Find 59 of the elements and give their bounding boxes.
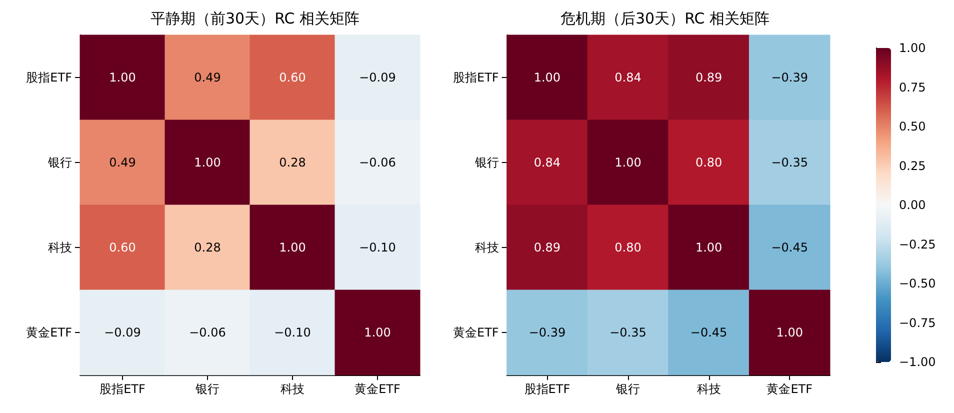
data-label: −0.09 xyxy=(359,70,396,84)
data-label: −0.45 xyxy=(690,326,728,340)
data-label: −0.10 xyxy=(359,240,396,254)
y-tick-label: 股指ETF xyxy=(452,70,499,84)
data-label: 1.00 xyxy=(364,326,391,340)
color-bar-label: −0.75 xyxy=(899,316,936,330)
data-label: 1.00 xyxy=(776,326,803,340)
data-label: 0.89 xyxy=(695,70,722,84)
data-label: 0.84 xyxy=(534,156,561,170)
data-label: 0.84 xyxy=(614,70,642,84)
data-label: −0.39 xyxy=(771,70,808,84)
x-tick-label: 银行 xyxy=(194,382,220,396)
color-bar-label: −1.00 xyxy=(899,355,936,369)
data-label: −0.39 xyxy=(528,326,566,340)
color-bar-label: 0.50 xyxy=(899,120,926,134)
data-label: 0.28 xyxy=(194,240,221,254)
y-tick-label: 银行 xyxy=(47,156,72,170)
x-tick-label: 黄金ETF xyxy=(766,382,813,396)
data-label: 0.49 xyxy=(109,156,136,170)
y-tick-label: 银行 xyxy=(474,156,499,170)
x-tick-label: 科技 xyxy=(280,382,304,396)
y-tick-label: 黄金ETF xyxy=(452,326,499,340)
data-label: −0.35 xyxy=(771,156,808,170)
x-tick-label: 银行 xyxy=(615,382,640,396)
data-label: −0.06 xyxy=(359,156,396,170)
chart-title: 危机期（后30天）RC 相关矩阵 xyxy=(560,10,770,28)
color-bar-label: 0.25 xyxy=(899,158,926,173)
color-bar-label: 0.75 xyxy=(899,80,926,94)
data-label: 0.60 xyxy=(279,70,306,84)
color-bar-label: 0.00 xyxy=(899,198,926,212)
data-label: 1.00 xyxy=(194,156,221,170)
color-bar-label: −0.50 xyxy=(899,276,936,290)
data-label: −0.06 xyxy=(189,326,226,340)
chart-title: 平静期（前30天）RC 相关矩阵 xyxy=(150,10,360,28)
x-tick-label: 科技 xyxy=(696,382,721,396)
data-label: 0.80 xyxy=(614,240,642,254)
data-label: 0.28 xyxy=(279,156,306,170)
y-tick-label: 科技 xyxy=(48,240,72,254)
color-bar-label: −0.25 xyxy=(899,237,936,252)
x-tick-label: 黄金ETF xyxy=(354,382,400,396)
data-label: 0.80 xyxy=(695,156,722,170)
color-bar-label: 1.00 xyxy=(899,41,926,55)
data-label: −0.09 xyxy=(104,326,141,340)
x-tick-label: 股指ETF xyxy=(100,382,146,396)
y-tick-label: 股指ETF xyxy=(26,70,72,84)
data-label: −0.45 xyxy=(771,240,808,254)
y-tick-label: 科技 xyxy=(474,240,499,254)
data-label: 0.60 xyxy=(109,240,136,254)
data-label: 0.49 xyxy=(194,70,221,84)
x-tick-label: 股指ETF xyxy=(524,382,570,396)
data-label: −0.35 xyxy=(610,326,646,340)
y-tick-label: 黄金ETF xyxy=(26,326,72,340)
data-label: 1.00 xyxy=(109,70,136,84)
data-label: 1.00 xyxy=(614,156,642,170)
data-label: 1.00 xyxy=(279,240,306,254)
data-label: −0.10 xyxy=(274,326,311,340)
data-label: 1.00 xyxy=(695,240,722,254)
data-label: 1.00 xyxy=(534,70,561,84)
data-label: 0.89 xyxy=(534,240,561,254)
